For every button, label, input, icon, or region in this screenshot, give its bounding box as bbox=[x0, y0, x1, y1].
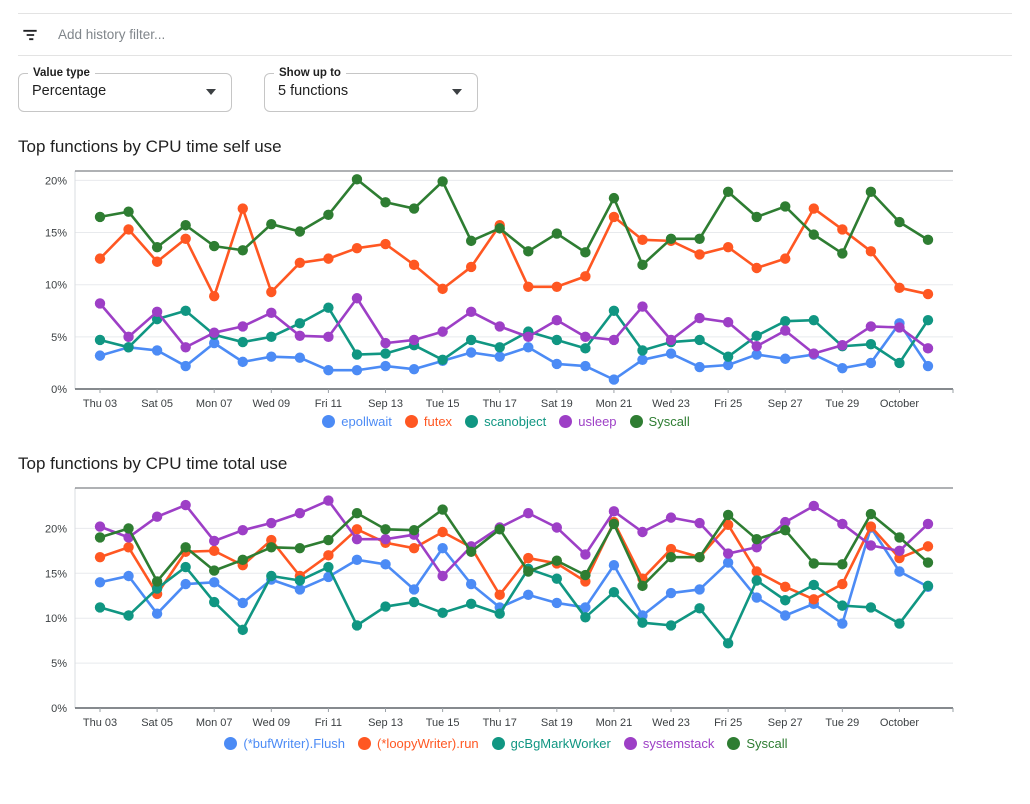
svg-text:10%: 10% bbox=[45, 613, 67, 625]
svg-text:Tue 29: Tue 29 bbox=[825, 717, 859, 729]
history-filter-input[interactable] bbox=[56, 26, 1010, 43]
svg-text:Sep 27: Sep 27 bbox=[768, 717, 803, 729]
filter-divider bbox=[18, 55, 1012, 56]
svg-text:Mon 07: Mon 07 bbox=[196, 717, 233, 729]
legend-item: Syscall bbox=[727, 736, 788, 751]
svg-text:Sat 19: Sat 19 bbox=[541, 717, 573, 729]
svg-text:Sat 19: Sat 19 bbox=[541, 398, 573, 410]
legend-label: futex bbox=[423, 414, 453, 429]
svg-text:5%: 5% bbox=[51, 332, 67, 344]
svg-text:5%: 5% bbox=[51, 658, 67, 670]
svg-text:Sat 05: Sat 05 bbox=[141, 717, 173, 729]
filter-list-icon bbox=[23, 29, 37, 40]
legend-item: futex bbox=[404, 414, 453, 429]
svg-text:Tue 15: Tue 15 bbox=[426, 398, 460, 410]
legend-item: Syscall bbox=[629, 414, 690, 429]
legend-dot bbox=[358, 737, 372, 750]
chart-controls: Value type Percentage Show up to 5 funct… bbox=[18, 66, 1012, 112]
legend-dot bbox=[559, 415, 573, 428]
legend-item: gcBgMarkWorker bbox=[491, 736, 611, 751]
svg-text:Wed 23: Wed 23 bbox=[652, 717, 690, 729]
svg-text:20%: 20% bbox=[45, 175, 67, 187]
cpu-self-chart-title: Top functions by CPU time self use bbox=[18, 137, 282, 156]
legend-item: (*bufWriter).Flush bbox=[224, 736, 345, 751]
profiler-history-page: { "filter_bar": { "placeholder": "Add hi… bbox=[0, 13, 1030, 804]
value-type-label: Value type bbox=[28, 66, 95, 81]
top-divider bbox=[18, 13, 1012, 14]
cpu-self-chart-legend: epollwait futex scanobject usleep Syscall bbox=[0, 414, 1012, 429]
svg-text:Thu 17: Thu 17 bbox=[483, 717, 517, 729]
legend-dot bbox=[224, 737, 238, 750]
svg-text:Tue 29: Tue 29 bbox=[825, 398, 859, 410]
legend-item: (*loopyWriter).run bbox=[358, 736, 479, 751]
svg-text:Mon 21: Mon 21 bbox=[596, 398, 633, 410]
legend-item: epollwait bbox=[322, 414, 392, 429]
value-type-select[interactable]: Value type Percentage bbox=[18, 66, 232, 112]
svg-text:Sep 13: Sep 13 bbox=[368, 717, 403, 729]
legend-label: epollwait bbox=[341, 414, 392, 429]
legend-label: gcBgMarkWorker bbox=[510, 736, 611, 751]
legend-dot bbox=[404, 415, 418, 428]
svg-text:October: October bbox=[880, 717, 919, 729]
svg-text:Fri 11: Fri 11 bbox=[315, 717, 342, 729]
svg-text:0%: 0% bbox=[51, 703, 67, 715]
legend-label: Syscall bbox=[746, 736, 788, 751]
svg-text:10%: 10% bbox=[45, 280, 67, 292]
svg-text:Thu 03: Thu 03 bbox=[83, 398, 117, 410]
svg-text:Fri 11: Fri 11 bbox=[315, 398, 342, 410]
legend-label: scanobject bbox=[484, 414, 547, 429]
cpu-self-use-chart[interactable]: 0% 5% 10% 15% 20% Thu 03 Sat 05 Mon 07 Wed 09 Fri… bbox=[0, 161, 1012, 414]
legend-item: scanobject bbox=[465, 414, 546, 429]
svg-text:Fri 25: Fri 25 bbox=[714, 398, 742, 410]
svg-text:Sep 13: Sep 13 bbox=[368, 398, 403, 410]
legend-dot bbox=[727, 737, 741, 750]
svg-text:Sat 05: Sat 05 bbox=[141, 398, 173, 410]
legend-item: systemstack bbox=[623, 736, 715, 751]
legend-dot bbox=[491, 737, 505, 750]
svg-text:Sep 27: Sep 27 bbox=[768, 398, 803, 410]
svg-text:20%: 20% bbox=[45, 523, 67, 535]
svg-text:Thu 03: Thu 03 bbox=[83, 717, 117, 729]
svg-text:Fri 25: Fri 25 bbox=[714, 717, 742, 729]
svg-text:Mon 21: Mon 21 bbox=[596, 717, 633, 729]
legend-dot bbox=[465, 415, 479, 428]
svg-text:Wed 09: Wed 09 bbox=[252, 398, 290, 410]
legend-label: usleep bbox=[578, 414, 617, 429]
legend-label: Syscall bbox=[648, 414, 690, 429]
cpu-total-use-chart[interactable]: 0% 5% 10% 15% 20% Thu 03 Sat 05 Mon 07 Wed 09 Fri… bbox=[0, 478, 1012, 736]
svg-text:October: October bbox=[880, 398, 919, 410]
svg-text:Tue 15: Tue 15 bbox=[426, 717, 460, 729]
svg-text:0%: 0% bbox=[51, 384, 67, 396]
dropdown-arrow-icon bbox=[452, 89, 462, 95]
history-filter-bar bbox=[0, 14, 1030, 55]
cpu-total-chart-legend: (*bufWriter).Flush (*loopyWriter).run gcBg… bbox=[0, 736, 1012, 751]
legend-label: systemstack bbox=[642, 736, 715, 751]
legend-dot bbox=[623, 737, 637, 750]
value-type-value: Percentage bbox=[32, 83, 107, 99]
svg-text:Thu 17: Thu 17 bbox=[483, 398, 517, 410]
show-up-to-value: 5 functions bbox=[278, 83, 349, 99]
svg-text:Wed 23: Wed 23 bbox=[652, 398, 690, 410]
legend-label: (*loopyWriter).run bbox=[377, 736, 479, 751]
legend-dot bbox=[629, 415, 643, 428]
svg-text:Wed 09: Wed 09 bbox=[252, 717, 290, 729]
cpu-total-chart-title: Top functions by CPU time total use bbox=[18, 454, 288, 473]
show-up-to-select[interactable]: Show up to 5 functions bbox=[264, 66, 478, 112]
legend-item: usleep bbox=[559, 414, 617, 429]
legend-label: (*bufWriter).Flush bbox=[243, 736, 346, 751]
svg-text:15%: 15% bbox=[45, 568, 67, 580]
dropdown-arrow-icon bbox=[206, 89, 216, 95]
legend-dot bbox=[322, 415, 336, 428]
svg-text:15%: 15% bbox=[45, 228, 67, 240]
svg-text:Mon 07: Mon 07 bbox=[196, 398, 233, 410]
show-up-to-label: Show up to bbox=[274, 66, 346, 81]
